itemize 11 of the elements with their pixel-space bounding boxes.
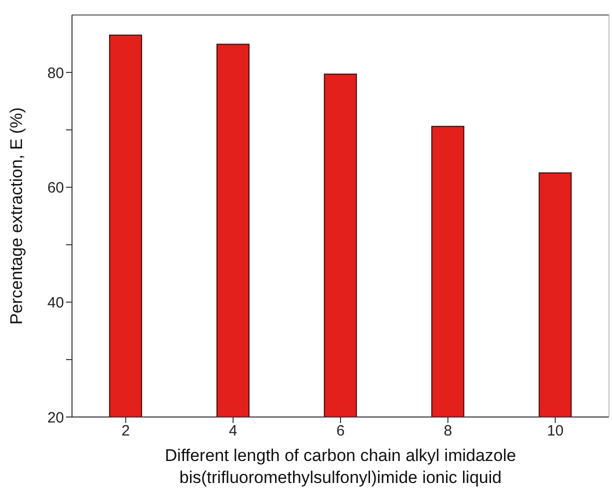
- y-tick-label: 20: [47, 409, 64, 426]
- y-tick-label: 40: [47, 294, 64, 312]
- y-tick-label: 80: [47, 64, 64, 82]
- x-axis-title: Different length of carbon chain alkyl imidazole bis(trifluoromethylsulfonyl)imide ionic liquid: [164, 446, 516, 487]
- x-tick-label: 2: [122, 422, 130, 440]
- y-tick-label: 60: [47, 180, 64, 197]
- y-axis-title: Percentage extraction, E (%): [7, 107, 26, 325]
- x-tick-label: 8: [444, 422, 452, 440]
- x-tick-label: 4: [228, 422, 238, 440]
- x-tick-label: 6: [336, 422, 345, 440]
- x-tick-label: 10: [546, 422, 564, 440]
